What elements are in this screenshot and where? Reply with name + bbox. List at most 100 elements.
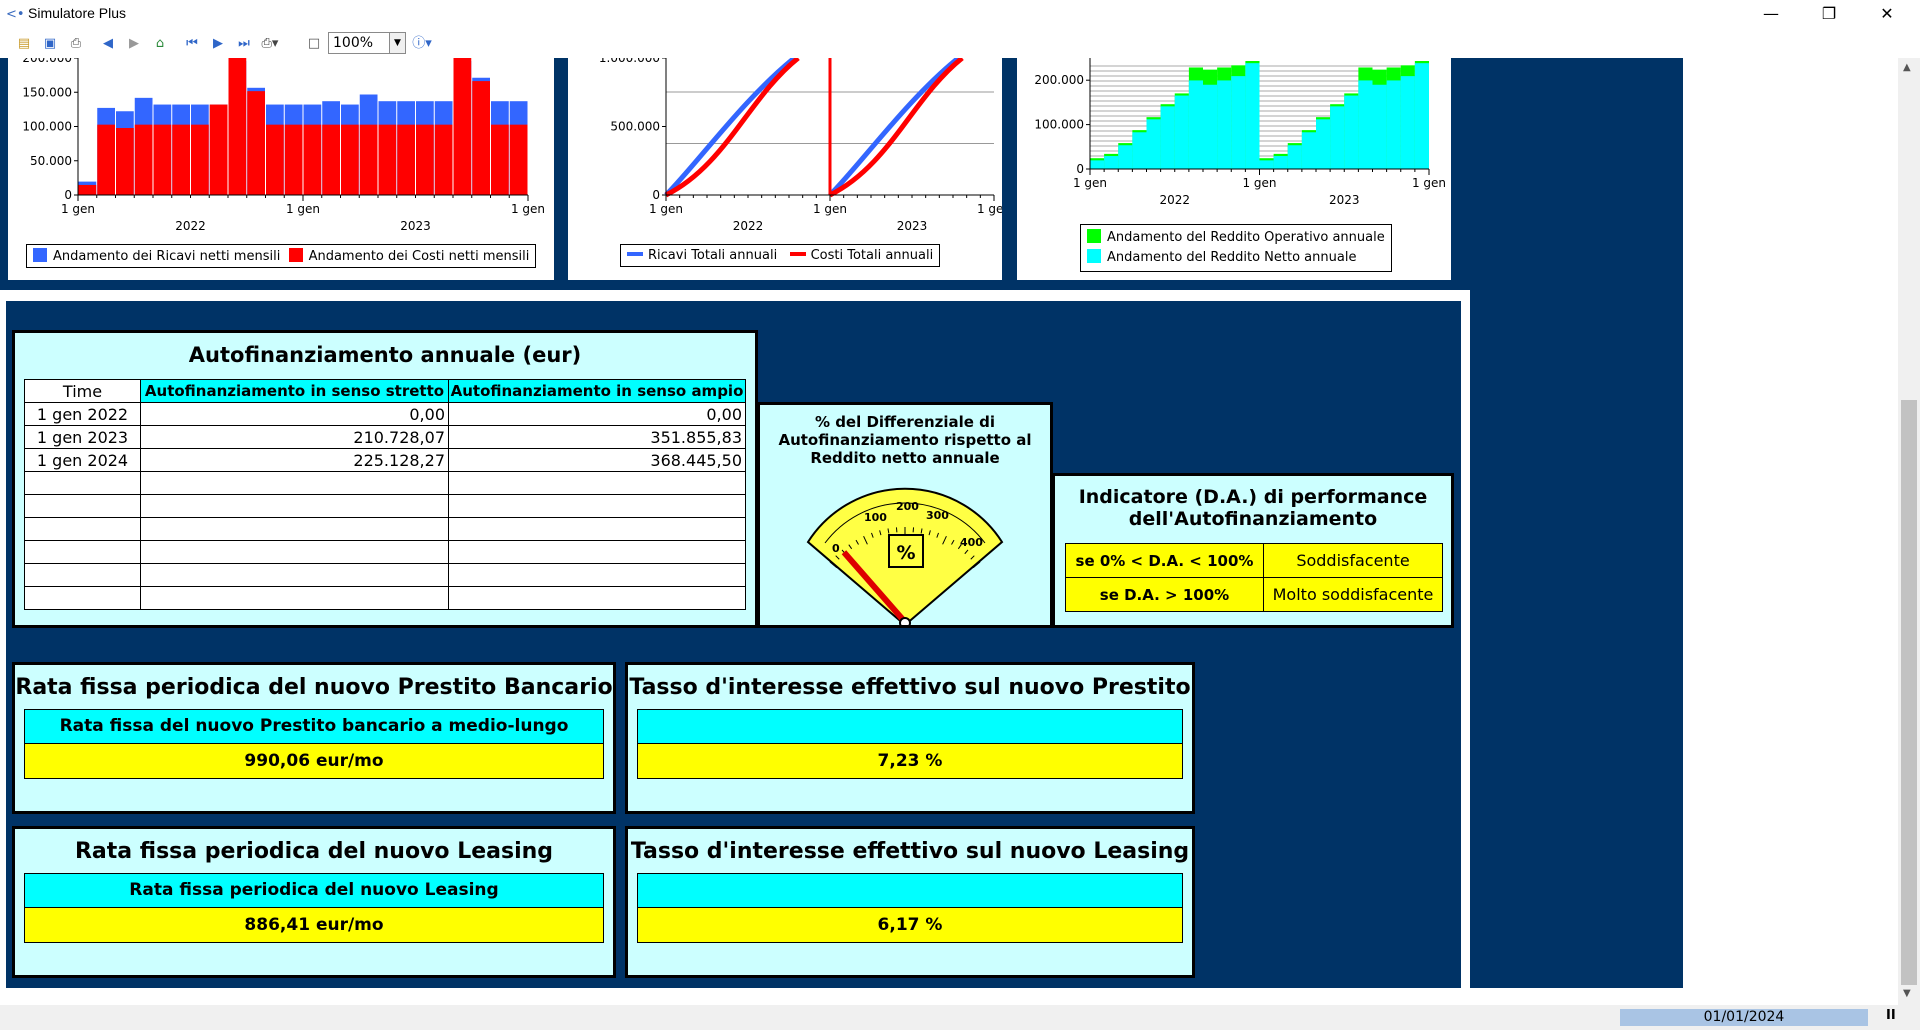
area-netto xyxy=(1132,132,1147,169)
report-canvas: 200.000 150.000 100.000 50.000 0 1 gen 1 gen 1 … xyxy=(0,51,1683,988)
gauge-tick xyxy=(835,555,840,560)
area-netto xyxy=(1344,95,1359,169)
indicatore-panel: Indicatore (D.A.) di performance dell'Au… xyxy=(1052,473,1454,628)
header-senso-ampio: Autofinanziamento in senso ampio xyxy=(448,379,746,403)
table-row-empty xyxy=(24,471,746,495)
y-tick-label: 200.000 xyxy=(1034,73,1084,87)
info-dropdown-icon[interactable]: ⓘ▾ xyxy=(412,36,432,51)
prestito-tasso-panel: Tasso d'interesse effettivo sul nuovo Pr… xyxy=(625,662,1195,814)
forward-arrow-icon[interactable]: ▶ xyxy=(129,36,139,51)
legend-label-operativo: Andamento del Reddito Operativo annuale xyxy=(1107,230,1385,245)
save-icon[interactable]: ▣ xyxy=(43,36,57,51)
area-netto xyxy=(1316,119,1331,169)
scroll-up-icon[interactable]: ▲ xyxy=(1903,62,1911,73)
indicatore-title-line: Indicatore (D.A.) di performance xyxy=(1078,486,1428,508)
indicatore-title: Indicatore (D.A.) di performance dell'Au… xyxy=(1055,486,1451,530)
table-row: 1 gen 2024 225.128,27 368.445,50 xyxy=(24,448,746,472)
bar-costi xyxy=(359,124,378,195)
legend-label-netto: Andamento del Reddito Netto annuale xyxy=(1107,250,1357,265)
gauge-tick-label: 0 xyxy=(832,542,840,555)
leasing-rata-title: Rata fissa periodica del nuovo Leasing xyxy=(74,839,554,864)
cell-time: 1 gen 2024 xyxy=(24,448,141,472)
prestito-rata-value: 990,06 eur/mo xyxy=(24,743,604,779)
gauge-tick xyxy=(936,532,939,538)
area-netto xyxy=(1245,63,1260,169)
prestito-tasso-title: Tasso d'interesse effettivo sul nuovo Pr… xyxy=(629,675,1191,700)
right-panel-background xyxy=(1470,58,1683,988)
prestito-tasso-label xyxy=(637,709,1183,744)
back-arrow-icon[interactable]: ◀ xyxy=(103,36,113,51)
legend-label-costi: Andamento dei Costi netti mensili xyxy=(308,249,530,264)
cell-stretto: 210.728,07 xyxy=(140,425,449,449)
cell-ampio: 0,00 xyxy=(448,402,746,426)
minimize-button[interactable]: — xyxy=(1763,4,1779,23)
pause-icon[interactable]: II xyxy=(1886,1008,1896,1023)
scrollbar-thumb[interactable] xyxy=(1901,400,1917,985)
bar-costi xyxy=(153,124,172,195)
table-row-empty xyxy=(24,540,746,564)
cell-ampio: 368.445,50 xyxy=(448,448,746,472)
x-tick-label: 1 gen xyxy=(977,202,1002,216)
gauge-tick xyxy=(957,544,962,550)
status-bar: 01/01/2024 II xyxy=(0,1005,1920,1030)
close-button[interactable]: ✕ xyxy=(1880,4,1894,23)
scroll-down-icon[interactable]: ▼ xyxy=(1903,988,1911,999)
open-folder-icon[interactable]: ▤ xyxy=(17,36,31,51)
cell-stretto: 225.128,27 xyxy=(140,448,449,472)
autofinanziamento-table: Time Autofinanziamento in senso stretto … xyxy=(24,379,746,610)
app-icon: <• xyxy=(6,7,25,22)
last-page-icon[interactable]: ⏭ xyxy=(238,36,250,51)
x-tick-label: 1 gen xyxy=(511,202,545,216)
status-date: 01/01/2024 xyxy=(1620,1009,1868,1026)
gauge-dial xyxy=(806,487,1004,625)
play-icon[interactable]: ▶ xyxy=(213,36,223,51)
gauge-tick-label: 200 xyxy=(896,500,919,513)
area-netto xyxy=(1386,80,1401,169)
series-line xyxy=(664,56,960,197)
chart2-legend: Ricavi Totali annuali Costi Totali annua… xyxy=(620,244,941,267)
first-page-icon[interactable]: ⏮ xyxy=(186,36,198,51)
area-netto xyxy=(1273,156,1288,169)
print-icon[interactable]: ⎙ xyxy=(70,36,82,51)
table-header-row: Time Autofinanziamento in senso stretto … xyxy=(24,379,746,403)
table-row-empty xyxy=(24,586,746,610)
table-row-empty xyxy=(24,494,746,518)
home-icon[interactable]: ⌂ xyxy=(155,36,165,51)
x-tick-label: 1 gen xyxy=(286,202,320,216)
x-tick-label: 1 gen xyxy=(61,202,95,216)
y-tick-label: 0 xyxy=(652,188,660,202)
y-tick-label: 500.000 xyxy=(610,120,660,134)
gauge-pivot xyxy=(899,617,911,625)
prestito-rata-panel: Rata fissa periodica del nuovo Prestito … xyxy=(12,662,616,814)
area-netto xyxy=(1146,119,1161,169)
area-netto xyxy=(1104,156,1119,169)
stamp-dropdown-icon[interactable]: ⎙▾ xyxy=(261,36,279,51)
page-setup-icon[interactable]: □ xyxy=(307,36,321,51)
bar-costi xyxy=(453,58,472,195)
leasing-tasso-panel: Tasso d'interesse effettivo sul nuovo Le… xyxy=(625,826,1195,978)
gauge-tick xyxy=(920,528,923,534)
gauge-center-box xyxy=(888,534,924,568)
area-netto xyxy=(1090,160,1105,169)
leasing-tasso-value: 6,17 % xyxy=(637,907,1183,943)
table-row: se D.A. > 100% Molto soddisfacente xyxy=(1065,577,1443,612)
gauge-tick xyxy=(871,532,874,538)
restore-button[interactable]: ❐ xyxy=(1821,4,1837,23)
area-netto xyxy=(1287,145,1302,169)
series-line xyxy=(664,56,964,198)
indicatore-result: Soddisfacente xyxy=(1263,543,1443,578)
gauge-tick xyxy=(863,535,868,545)
vertical-scrollbar[interactable]: ▲ ▼ xyxy=(1898,58,1920,1005)
autofinanziamento-panel: Autofinanziamento annuale (eur) Time Aut… xyxy=(12,330,758,628)
zoom-select[interactable]: 100% ▼ xyxy=(328,32,406,54)
gauge-tick xyxy=(855,539,859,545)
toolbar: ▤ ▣ ⎙ ◀ ▶ ⌂ ⏮ ▶ ⏭ ⎙▾ □ 100% ▼ ⓘ▾ xyxy=(0,30,1920,58)
legend-swatch-ricavi xyxy=(33,248,47,262)
legend-label-ricavi-totali: Ricavi Totali annuali xyxy=(648,248,778,263)
chevron-down-icon[interactable]: ▼ xyxy=(389,33,405,53)
legend-label-costi-totali: Costi Totali annuali xyxy=(810,248,934,263)
cell-ampio: 351.855,83 xyxy=(448,425,746,449)
prestito-tasso-value: 7,23 % xyxy=(637,743,1183,779)
x-year-label: 2023 xyxy=(400,219,431,233)
